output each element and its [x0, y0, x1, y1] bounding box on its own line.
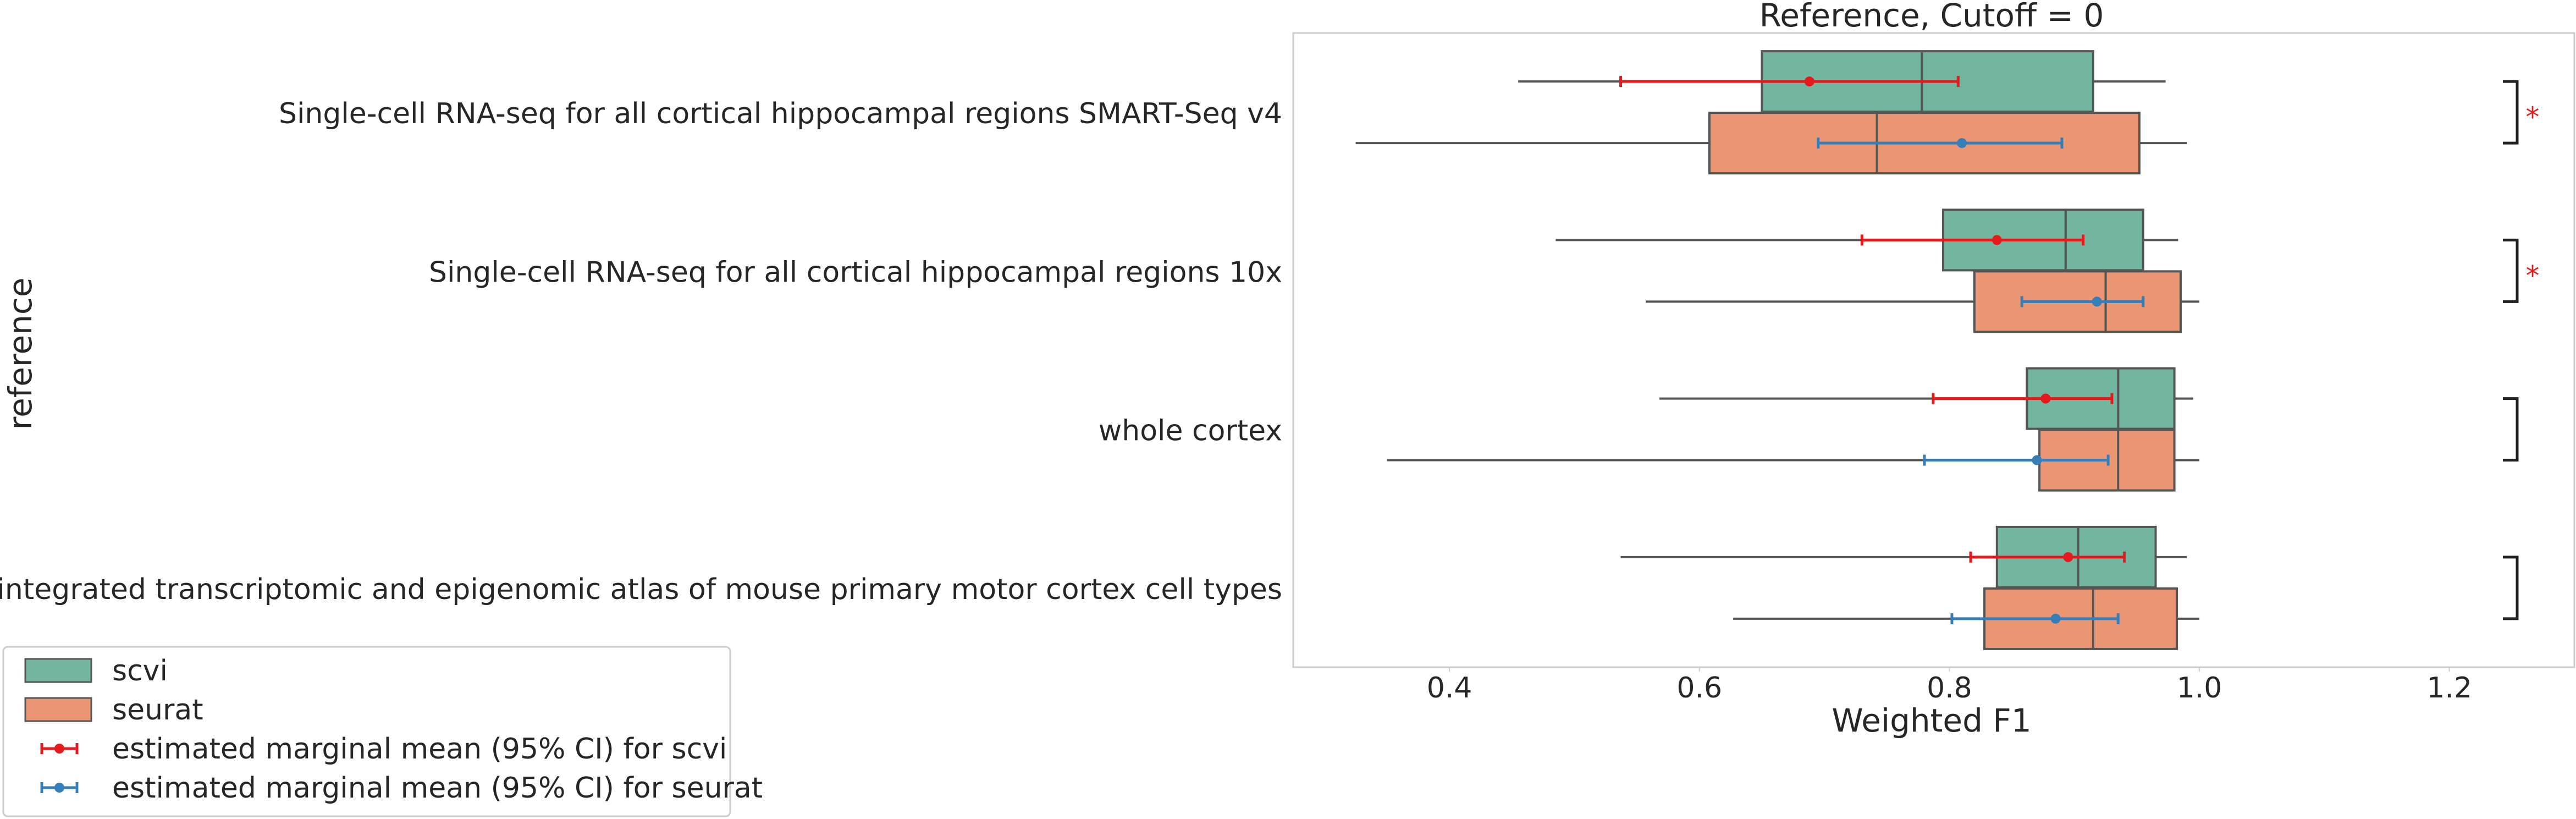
- significance-star: *: [2526, 260, 2540, 292]
- x-tick-label: 0.8: [1927, 672, 1972, 705]
- legend-marker: [54, 744, 64, 754]
- category-label-layer: Single-cell RNA-seq for all cortical hip…: [0, 97, 1282, 606]
- significance-star: *: [2526, 101, 2540, 133]
- legend-label: estimated marginal mean (95% CI) for scv…: [112, 733, 727, 766]
- x-tick-layer: 0.4 0.6 0.8 1.0 1.2: [1427, 667, 2472, 705]
- emmean-point-seurat: [2050, 613, 2061, 624]
- significance-bracket: [2503, 80, 2519, 145]
- x-axis-label: Weighted F1: [1832, 702, 2031, 739]
- y-axis-label: reference: [2, 278, 39, 430]
- legend-swatch: [24, 697, 92, 722]
- emmean-point-scvi: [2063, 552, 2073, 562]
- x-tick-label: 0.4: [1427, 672, 1472, 705]
- category-label: Single-cell RNA-seq for all cortical hip…: [279, 97, 1282, 130]
- emmean-layer: [1619, 76, 2145, 624]
- legend-label: scvi: [112, 655, 168, 688]
- box-layer: [1355, 50, 2200, 650]
- emmean-point-seurat: [1957, 138, 1967, 149]
- legend: scvi seurat estimated marginal mean (95% C…: [2, 646, 763, 817]
- legend-marker: [54, 783, 64, 793]
- category-label: Single-cell RNA-seq for all cortical hip…: [429, 256, 1282, 289]
- legend-label: estimated marginal mean (95% CI) for seu…: [112, 772, 763, 805]
- emmean-point-seurat: [2032, 455, 2042, 465]
- significance-bracket: [2503, 238, 2519, 303]
- x-tick-label: 1.2: [2426, 672, 2472, 705]
- legend-swatch: [24, 658, 92, 683]
- emmean-point-seurat: [2092, 296, 2102, 307]
- emmean-point-scvi: [2040, 393, 2051, 404]
- significance-bracket: [2503, 397, 2519, 462]
- plot-area: [1292, 32, 2575, 668]
- x-tick-label: 0.6: [1676, 672, 1722, 705]
- legend-frame: [2, 646, 731, 817]
- x-tick-label: 1.0: [2177, 672, 2222, 705]
- legend-label: seurat: [112, 694, 203, 727]
- category-label: whole cortex: [1099, 415, 1282, 448]
- significance-brackets: **: [2503, 80, 2540, 620]
- emmean-point-scvi: [1804, 76, 1814, 87]
- significance-bracket: [2503, 556, 2519, 620]
- category-label: An integrated transcriptomic and epigeno…: [0, 573, 1282, 606]
- emmean-point-scvi: [1992, 235, 2002, 245]
- chart-title: Reference, Cutoff = 0: [1759, 0, 2104, 34]
